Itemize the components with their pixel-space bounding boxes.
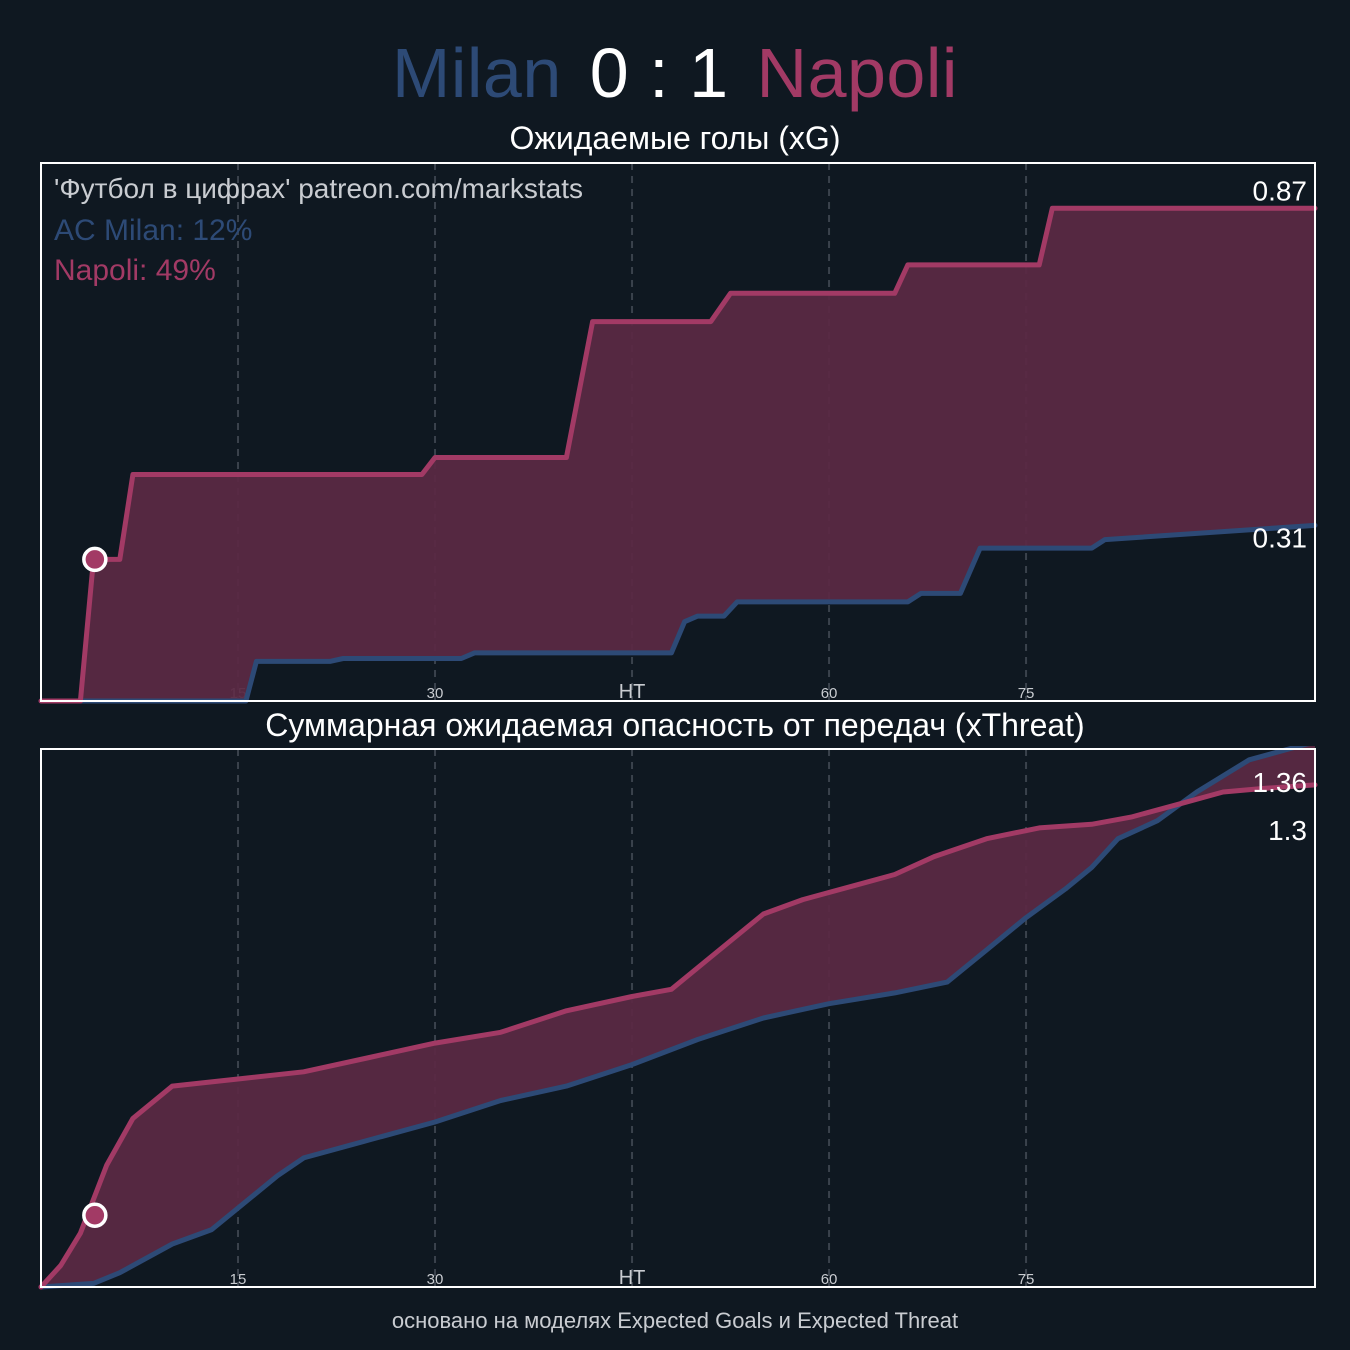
away-final-value: 0.87 (1253, 175, 1308, 206)
home-final-value: 0.31 (1253, 522, 1308, 553)
x-tick-label-4: 75 (1018, 1271, 1035, 1288)
x-tick-label-1: 30 (427, 1271, 444, 1288)
away-win-probability: Napoli: 49% (54, 254, 216, 287)
x-tick-label-4: 75 (1018, 685, 1035, 702)
x-tick-label-2: HT (619, 1267, 646, 1289)
xthreat-chart: 15 30 HT 60 75 1.36 1.3 (38, 746, 1318, 1290)
difference-area (41, 746, 1315, 1287)
home-final-value: 1.36 (1253, 767, 1308, 798)
goal-marker-0 (82, 1202, 108, 1229)
x-tick-label-2: HT (619, 681, 646, 703)
home-win-probability: AC Milan: 12% (54, 214, 252, 247)
x-tick-label-0: 15 (230, 1271, 247, 1288)
away-team-name: Napoli (756, 34, 958, 112)
footer-note: основано на моделях Expected Goals и Exp… (391, 1308, 959, 1333)
goal-marker-0 (82, 546, 108, 573)
home-series-line (38, 522, 1318, 704)
plot-frame (40, 748, 1316, 1288)
x-tick-label-3: 60 (821, 685, 838, 702)
plot-frame (40, 162, 1316, 702)
source-label: 'Футбол в цифрах' patreon.com/markstats (54, 173, 583, 204)
x-tick-label-3: 60 (821, 1271, 838, 1288)
difference-area (41, 208, 1315, 702)
away-series-line (38, 782, 1318, 1290)
xthreat-chart-title: Суммарная ожидаемая опасность от передач… (265, 707, 1085, 743)
away-final-value: 1.3 (1268, 815, 1307, 846)
home-series-line (38, 746, 1310, 1290)
match-score: 0 : 1 (589, 34, 729, 112)
xg-chart-title: Ожидаемые голы (xG) (509, 120, 841, 156)
x-tick-label-1: 30 (427, 685, 444, 702)
home-team-name: Milan (392, 34, 562, 112)
match-header: Milan 0 : 1 Napoli (0, 28, 1350, 118)
